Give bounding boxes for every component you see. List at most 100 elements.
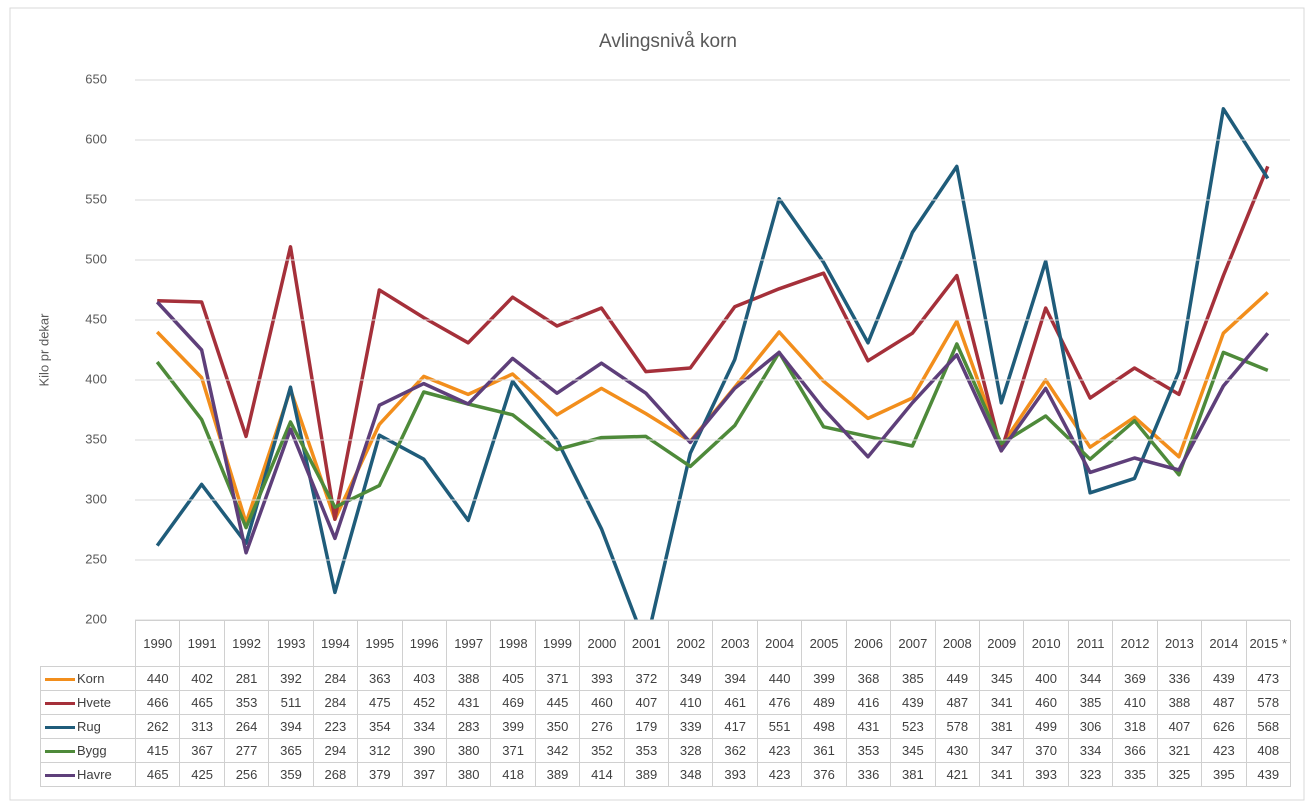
table-value: 371 <box>490 738 536 763</box>
table-value: 578 <box>1245 690 1291 715</box>
legend-entry: Hvete <box>40 690 136 715</box>
table-value: 328 <box>668 738 714 763</box>
x-tick-label: 2008 <box>934 620 981 667</box>
table-row: Rug 262 313 264 394 223 354 334 283 399 350 276 179 3… <box>40 714 1291 739</box>
data-table: 1990 1991 1992 1993 1994 1995 1996 1997 1998 1999… <box>40 620 1291 787</box>
table-value: 425 <box>179 762 225 787</box>
x-tick-label: 1990 <box>134 620 181 667</box>
table-value: 466 <box>134 690 181 715</box>
series-line <box>155 342 1269 530</box>
table-header-row: 1990 1991 1992 1993 1994 1995 1996 1997 1998 1999… <box>41 620 1291 667</box>
x-tick-label: 1992 <box>223 620 270 667</box>
table-value: 439 <box>1201 666 1247 691</box>
table-value: 284 <box>312 666 359 691</box>
legend-key <box>45 774 75 778</box>
y-tick-label: 350 <box>85 431 107 446</box>
table-value: 256 <box>223 762 270 787</box>
table-value: 417 <box>712 714 758 739</box>
x-tick-label: 1996 <box>401 620 447 667</box>
table-value: 366 <box>1112 738 1158 763</box>
table-value: 335 <box>1112 762 1158 787</box>
y-tick-label: 250 <box>85 551 107 566</box>
table-value: 341 <box>979 762 1025 787</box>
legend-entry: Korn <box>40 666 136 691</box>
table-value: 499 <box>1023 714 1069 739</box>
table-value: 410 <box>668 690 714 715</box>
x-tick-label: 2005 <box>801 620 847 667</box>
table-value: 306 <box>1067 714 1114 739</box>
table-value: 393 <box>579 666 625 691</box>
table-value: 449 <box>934 666 981 691</box>
table-value: 348 <box>668 762 714 787</box>
x-tick-label: 2002 <box>668 620 714 667</box>
table-value: 223 <box>312 714 359 739</box>
legend-entry: Havre <box>40 762 136 787</box>
legend-key <box>45 678 75 682</box>
table-value: 414 <box>579 762 625 787</box>
table-value: 318 <box>1112 714 1158 739</box>
legend-label: Korn <box>77 671 105 686</box>
table-value: 350 <box>534 714 581 739</box>
y-tick-label: 550 <box>85 191 107 206</box>
legend-entry: Rug <box>40 714 136 739</box>
table-value: 262 <box>134 714 181 739</box>
table-value: 523 <box>890 714 936 739</box>
x-tick-label: 2015 * <box>1245 620 1291 667</box>
table-value: 277 <box>223 738 270 763</box>
x-tick-label: 2012 <box>1112 620 1158 667</box>
table-value: 372 <box>623 666 670 691</box>
table-value: 341 <box>979 690 1025 715</box>
table-value: 389 <box>623 762 670 787</box>
table-value: 392 <box>268 666 314 691</box>
legend-entry: Bygg <box>40 738 136 763</box>
table-value: 179 <box>623 714 670 739</box>
table-value: 388 <box>445 666 492 691</box>
table-value: 363 <box>357 666 403 691</box>
table-value: 281 <box>223 666 270 691</box>
table-value: 370 <box>1023 738 1069 763</box>
table-value: 445 <box>534 690 581 715</box>
table-value: 511 <box>268 690 314 715</box>
table-value: 476 <box>756 690 803 715</box>
x-tick-label: 2003 <box>712 620 758 667</box>
table-value: 342 <box>534 738 581 763</box>
y-tick-label: 450 <box>85 311 107 326</box>
table-value: 390 <box>401 738 447 763</box>
x-tick-label: 1998 <box>490 620 536 667</box>
table-value: 367 <box>179 738 225 763</box>
table-value: 423 <box>756 762 803 787</box>
x-tick-label: 2013 <box>1156 620 1203 667</box>
table-value: 568 <box>1245 714 1291 739</box>
table-value: 264 <box>223 714 270 739</box>
table-value: 284 <box>312 690 359 715</box>
table-value: 460 <box>1023 690 1069 715</box>
table-value: 465 <box>179 690 225 715</box>
table-value: 400 <box>1023 666 1069 691</box>
table-value: 626 <box>1201 714 1247 739</box>
table-value: 353 <box>845 738 892 763</box>
table-value: 336 <box>1156 666 1203 691</box>
table-value: 465 <box>134 762 181 787</box>
table-value: 385 <box>890 666 936 691</box>
table-value: 323 <box>1067 762 1114 787</box>
x-tick-label: 1997 <box>445 620 492 667</box>
x-tick-label: 1995 <box>357 620 403 667</box>
table-value: 336 <box>845 762 892 787</box>
y-axis-label: Kilo pr dekar <box>36 313 51 387</box>
table-value: 397 <box>401 762 447 787</box>
table-value: 410 <box>1112 690 1158 715</box>
x-tick-label: 2014 <box>1201 620 1247 667</box>
table-value: 461 <box>712 690 758 715</box>
table-value: 399 <box>490 714 536 739</box>
x-tick-label: 2001 <box>623 620 670 667</box>
chart-title: Avlingsnivå korn <box>599 31 737 52</box>
table-value: 407 <box>623 690 670 715</box>
table-value: 487 <box>934 690 981 715</box>
table-value: 283 <box>445 714 492 739</box>
x-tick-label: 1993 <box>268 620 314 667</box>
table-value: 352 <box>579 738 625 763</box>
table-value: 268 <box>312 762 359 787</box>
x-tick-label: 2011 <box>1067 620 1114 667</box>
y-tick-label: 650 <box>85 71 107 86</box>
table-value: 394 <box>268 714 314 739</box>
